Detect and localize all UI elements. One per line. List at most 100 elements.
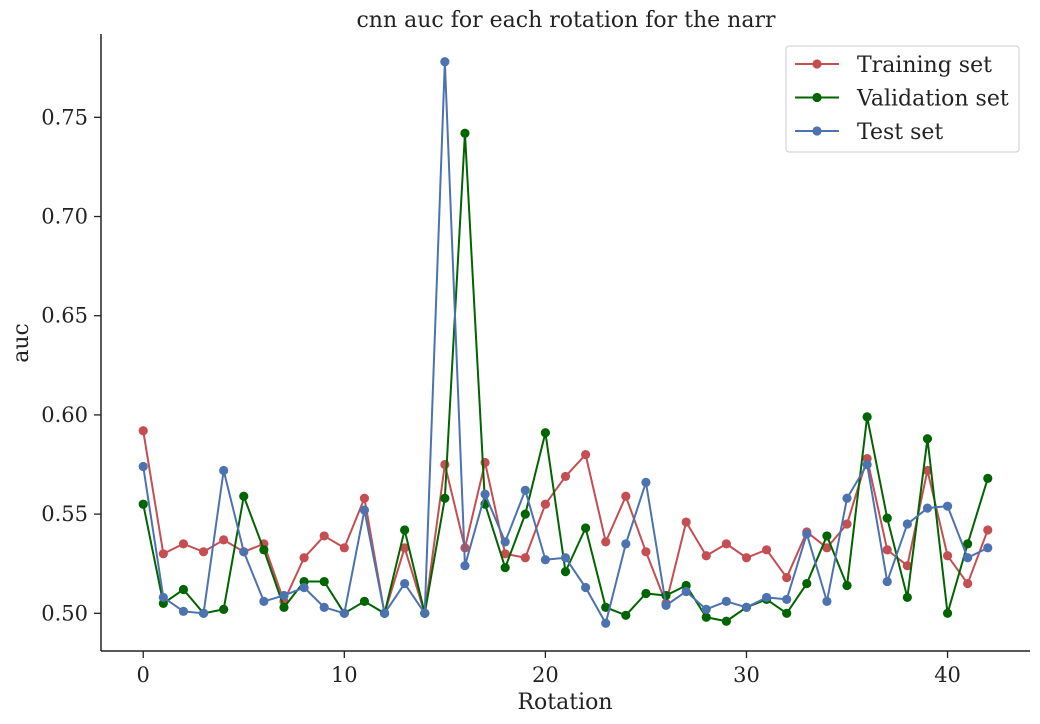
- axes: [100, 34, 1030, 652]
- data-point-training-set: [983, 525, 993, 535]
- x-ticks: 0 10 20 30 40: [137, 651, 961, 687]
- data-point-training-set: [138, 426, 148, 436]
- data-point-training-set: [540, 499, 550, 509]
- data-point-test-set: [339, 608, 349, 618]
- data-point-validation-set: [902, 592, 912, 603]
- data-point-training-set: [339, 543, 349, 553]
- x-tick-label: 30: [733, 663, 760, 687]
- data-point-validation-set: [460, 128, 470, 138]
- data-point-training-set: [359, 493, 370, 503]
- x-tick-label: 20: [532, 663, 559, 687]
- series-validation-set: [138, 128, 993, 626]
- legend-label-test-set: Test set: [857, 120, 943, 145]
- data-point-test-set: [158, 592, 168, 603]
- data-point-validation-set: [540, 428, 550, 438]
- legend-marker-validation-set: [812, 92, 822, 103]
- data-point-validation-set: [802, 578, 812, 589]
- data-point-training-set: [581, 449, 591, 460]
- data-point-validation-set: [138, 499, 148, 509]
- data-point-training-set: [560, 471, 571, 482]
- data-point-test-set: [721, 596, 731, 607]
- data-point-training-set: [721, 539, 731, 549]
- data-point-test-set: [178, 606, 189, 616]
- data-point-validation-set: [782, 608, 792, 618]
- data-point-test-set: [219, 465, 229, 476]
- data-point-validation-set: [239, 491, 249, 501]
- data-point-validation-set: [983, 473, 993, 483]
- data-point-validation-set: [882, 513, 892, 523]
- y-tick-label: 0.70: [41, 205, 88, 229]
- data-point-test-set: [560, 553, 571, 563]
- x-tick-label: 0: [137, 663, 150, 687]
- y-tick-label: 0.65: [41, 304, 88, 328]
- data-point-training-set: [319, 531, 329, 541]
- data-point-test-set: [259, 596, 269, 607]
- data-point-test-set: [701, 604, 711, 614]
- data-point-test-set: [601, 618, 611, 628]
- series-layer: [138, 57, 993, 628]
- data-point-validation-set: [621, 610, 631, 620]
- data-point-validation-set: [500, 563, 510, 573]
- y-tick-label: 0.75: [41, 105, 88, 129]
- data-point-validation-set: [520, 509, 530, 519]
- data-point-test-set: [641, 477, 651, 487]
- data-point-test-set: [520, 485, 530, 495]
- data-point-test-set: [198, 608, 209, 618]
- data-point-training-set: [681, 517, 691, 527]
- data-point-test-set: [902, 519, 912, 529]
- data-point-test-set: [420, 608, 430, 618]
- data-point-test-set: [802, 529, 812, 539]
- data-point-validation-set: [942, 608, 953, 618]
- data-point-validation-set: [219, 604, 229, 614]
- data-point-training-set: [500, 549, 510, 559]
- y-axis-label: auc: [9, 323, 34, 363]
- data-point-test-set: [842, 493, 852, 503]
- data-point-validation-set: [440, 493, 450, 503]
- data-point-training-set: [701, 551, 711, 561]
- data-point-training-set: [400, 543, 410, 553]
- data-point-validation-set: [822, 531, 832, 541]
- data-point-training-set: [902, 561, 912, 571]
- x-tick-label: 10: [331, 663, 358, 687]
- data-point-test-set: [500, 537, 510, 547]
- data-point-test-set: [862, 459, 872, 470]
- series-line-validation-set: [142, 132, 989, 623]
- legend-label-training-set: Training set: [857, 53, 992, 78]
- data-point-test-set: [782, 594, 792, 605]
- data-point-training-set: [299, 553, 309, 563]
- x-tick-label: 40: [934, 663, 961, 687]
- data-point-validation-set: [862, 412, 872, 422]
- data-point-test-set: [983, 543, 993, 553]
- series-test-set: [138, 57, 993, 628]
- data-point-training-set: [741, 553, 752, 563]
- data-point-training-set: [782, 572, 792, 583]
- data-point-validation-set: [259, 545, 269, 555]
- data-point-test-set: [279, 590, 289, 601]
- data-point-test-set: [661, 600, 671, 610]
- data-point-validation-set: [601, 602, 611, 612]
- data-point-validation-set: [581, 523, 591, 533]
- data-point-training-set: [198, 547, 209, 557]
- data-point-validation-set: [319, 576, 329, 587]
- data-point-test-set: [400, 578, 410, 589]
- data-point-training-set: [761, 545, 772, 555]
- data-point-test-set: [480, 489, 490, 499]
- data-point-validation-set: [400, 525, 410, 535]
- data-point-validation-set: [359, 596, 370, 607]
- legend-marker-training-set: [812, 59, 822, 69]
- data-point-test-set: [741, 602, 752, 612]
- data-point-test-set: [963, 553, 973, 563]
- data-point-test-set: [440, 57, 450, 67]
- legend-item-validation-set: Validation set: [795, 87, 1009, 112]
- data-point-validation-set: [922, 434, 933, 444]
- data-point-training-set: [641, 547, 651, 557]
- data-point-validation-set: [721, 616, 731, 626]
- data-point-test-set: [922, 503, 933, 513]
- data-point-test-set: [581, 582, 591, 593]
- data-point-test-set: [882, 576, 892, 587]
- data-point-validation-set: [279, 602, 289, 612]
- legend-box: [785, 45, 1020, 153]
- data-point-validation-set: [641, 588, 651, 599]
- data-point-training-set: [922, 465, 933, 476]
- data-point-test-set: [239, 547, 249, 557]
